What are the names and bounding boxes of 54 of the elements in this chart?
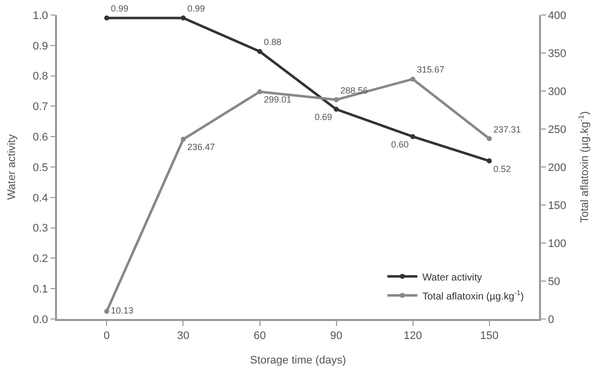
- y-tick-label: 0.3: [32, 222, 48, 235]
- x-tick-label: 150: [480, 330, 498, 342]
- point: [486, 158, 492, 164]
- y-tick-label: 0.0: [32, 314, 48, 326]
- point: [257, 48, 262, 54]
- point: [257, 89, 262, 94]
- x-tick-label: 30: [177, 330, 190, 342]
- point: [104, 308, 110, 314]
- y2-tick-label: 350: [548, 48, 566, 60]
- y-tick-label: 0.2: [32, 253, 48, 266]
- data-label: 0.99: [110, 4, 128, 14]
- y2-tick-label: 250: [548, 124, 566, 136]
- data-label: 288.56: [340, 85, 368, 96]
- point: [180, 16, 186, 21]
- y2-tick-label: 100: [548, 238, 566, 250]
- y-tick-label: 0.7: [32, 101, 48, 114]
- x-tick-label: 0: [104, 330, 110, 342]
- data-label: 0.52: [493, 164, 511, 174]
- data-label: 0.99: [187, 4, 205, 14]
- data-label: 315.67: [416, 64, 444, 75]
- x-tick-label: 90: [330, 330, 342, 342]
- y-tick-label: 0.1: [32, 283, 48, 296]
- data-label: 10.13: [110, 306, 134, 316]
- legend-label: Total aflatoxin (µg.kg$^{-1}$): [422, 290, 524, 302]
- point: [410, 134, 416, 140]
- x-tick-label: 120: [404, 330, 422, 342]
- y2-tick-label: 200: [548, 162, 566, 174]
- y2-tick-label: 150: [548, 200, 566, 212]
- point: [180, 136, 186, 142]
- y-tick-label: 0.9: [32, 40, 48, 52]
- y-tick-label: 0.4: [32, 192, 48, 204]
- y2-tick-label: 300: [548, 86, 566, 98]
- data-label: 236.47: [187, 142, 215, 152]
- y2-tick-label: 400: [548, 10, 566, 22]
- data-label: 0.60: [391, 139, 409, 150]
- point: [334, 97, 339, 102]
- y2-tick-label: 50: [548, 276, 560, 288]
- y-tick-label: 0.8: [32, 70, 48, 83]
- point: [486, 136, 492, 142]
- y-tick-label: 1.0: [32, 10, 48, 22]
- y-tick-label: 0.5: [32, 162, 48, 174]
- y2-tick-label: 0: [548, 314, 554, 326]
- legend-label: Water activity: [422, 272, 482, 284]
- point: [410, 76, 416, 82]
- data-label: 0.88: [264, 37, 282, 48]
- data-label: 237.31: [493, 124, 521, 134]
- x-tick-label: 60: [254, 330, 266, 342]
- y-axis-title: Water activity: [6, 134, 18, 200]
- data-label: 299.01: [264, 94, 292, 105]
- point: [104, 16, 110, 21]
- point: [334, 106, 339, 112]
- x-axis-title: Storage time (days): [250, 354, 346, 367]
- data-label: 0.69: [314, 112, 332, 122]
- y-tick-label: 0.6: [32, 131, 48, 144]
